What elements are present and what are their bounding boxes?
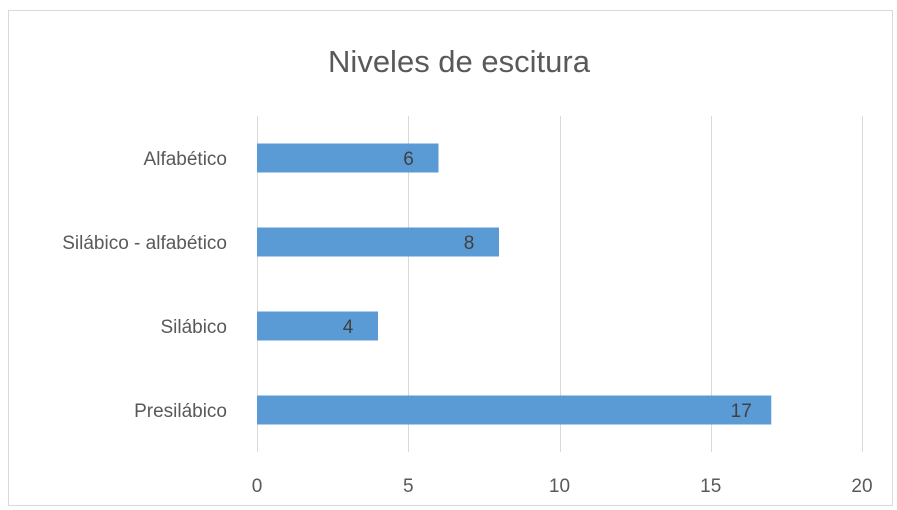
data-label-3: 6 xyxy=(403,149,414,170)
tick-label-20: 20 xyxy=(851,476,872,497)
bars: 17 4 8 6 xyxy=(257,143,772,425)
bar-2 xyxy=(257,227,499,257)
tick-label-10: 10 xyxy=(549,476,570,497)
category-label-3: Alfabético xyxy=(144,149,227,170)
data-label-0: 17 xyxy=(731,401,752,422)
category-labels: Presilábico Silábico Silábico - alfabético… xyxy=(62,149,227,422)
tick-labels: 0 5 10 15 20 xyxy=(252,476,873,497)
bar-0 xyxy=(257,395,772,425)
tick-label-5: 5 xyxy=(403,476,414,497)
bar-3 xyxy=(257,143,439,173)
chart-title: Niveles de escitura xyxy=(328,44,591,79)
data-label-2: 8 xyxy=(464,233,475,254)
category-label-0: Presilábico xyxy=(134,401,227,422)
data-label-1: 4 xyxy=(343,317,354,338)
bar-1 xyxy=(257,311,378,341)
tick-label-15: 15 xyxy=(700,476,721,497)
category-label-2: Silábico - alfabético xyxy=(62,233,227,254)
category-label-1: Silábico xyxy=(160,317,227,338)
tick-label-0: 0 xyxy=(252,476,263,497)
